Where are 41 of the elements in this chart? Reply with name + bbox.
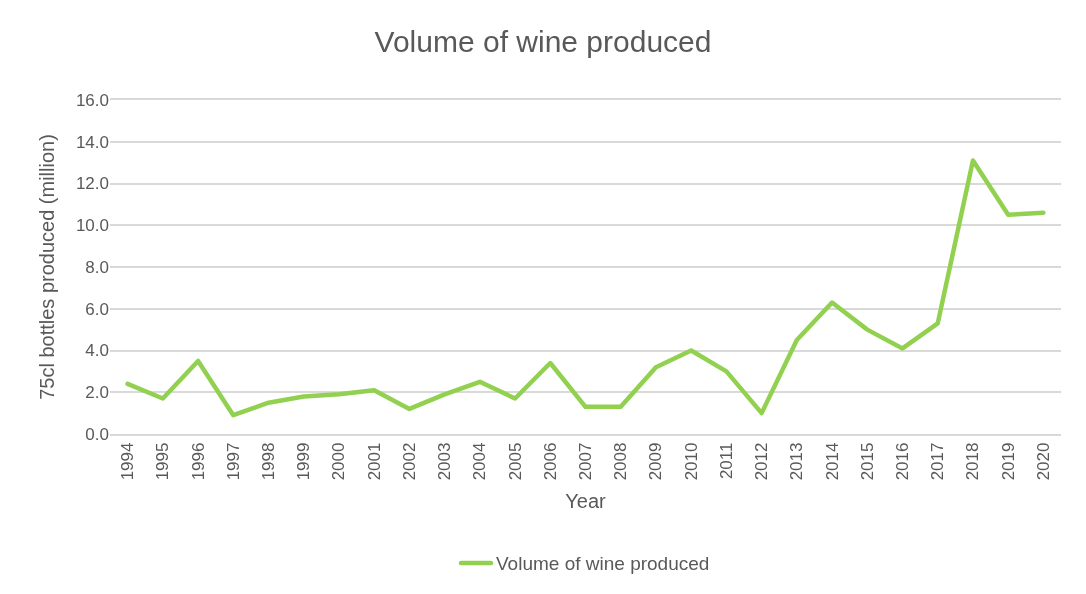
- x-tick-label: 1997: [223, 442, 243, 481]
- x-tick-label: 2014: [822, 442, 842, 481]
- x-tick-label: 2020: [1033, 442, 1053, 481]
- y-tick-label: 12.0: [75, 174, 109, 194]
- x-tick-label: 1998: [259, 442, 279, 481]
- y-tick-label: 0.0: [85, 424, 109, 444]
- legend-label: Volume of wine produced: [496, 553, 710, 575]
- y-tick-label: 14.0: [75, 132, 109, 152]
- y-tick-label: 6.0: [85, 299, 109, 319]
- y-tick-label: 4.0: [85, 341, 109, 361]
- x-tick-label: 2003: [435, 442, 455, 481]
- y-axis-title: 75cl bottles produced (million): [36, 134, 59, 400]
- x-tick-label: 2017: [928, 442, 948, 481]
- x-tick-label: 2012: [752, 442, 772, 481]
- y-tick-label: 16.0: [75, 90, 109, 110]
- x-tick-label: 2004: [470, 442, 490, 481]
- x-tick-label: 2001: [364, 442, 384, 481]
- x-tick-label: 2008: [611, 442, 631, 481]
- x-tick-label: 1994: [118, 442, 138, 481]
- x-tick-label: 2016: [893, 442, 913, 481]
- y-tick-label: 2.0: [85, 383, 109, 403]
- chart-title: Volume of wine produced: [374, 25, 712, 59]
- x-tick-label: 1999: [294, 442, 314, 481]
- x-tick-label: 2011: [716, 442, 736, 480]
- x-tick-label: 2013: [787, 442, 807, 481]
- x-tick-label: 1995: [153, 442, 173, 481]
- line-series: [125, 158, 1046, 418]
- y-tick-label: 8.0: [85, 257, 109, 277]
- x-tick-label: 2015: [857, 442, 877, 481]
- x-tick-label: 2005: [505, 442, 525, 481]
- x-tick-label: 2010: [681, 442, 701, 481]
- x-axis-title: Year: [565, 490, 607, 513]
- x-tick-label: 2006: [540, 442, 560, 481]
- x-tick-label: 2018: [963, 442, 983, 481]
- y-tick-label: 10.0: [75, 216, 109, 236]
- x-tick-label: 2002: [399, 442, 419, 481]
- x-tick-label: 1996: [188, 442, 208, 481]
- x-tick-label: 2009: [646, 442, 666, 481]
- x-tick-label: 2000: [329, 442, 349, 481]
- x-tick-label: 2007: [576, 442, 596, 481]
- x-tick-label: 2019: [998, 442, 1018, 481]
